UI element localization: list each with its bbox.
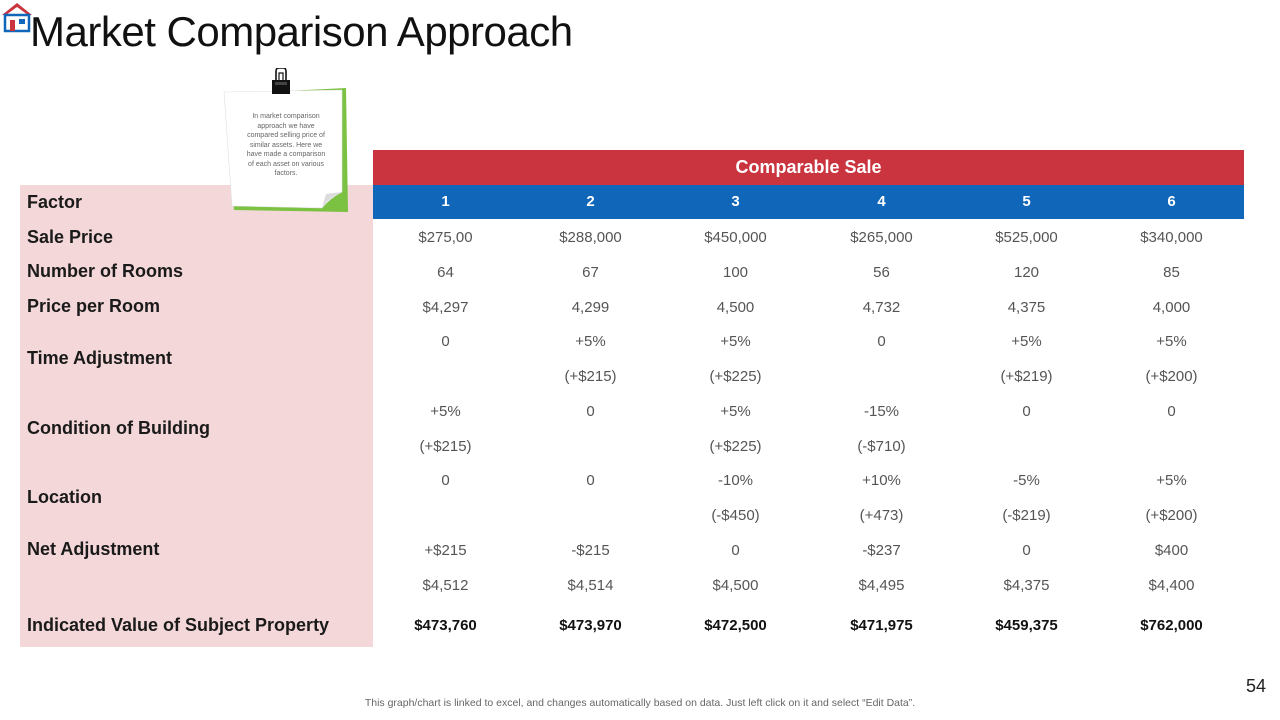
table-cell-indicated-1: $473,760 [414, 617, 477, 634]
table-cell-sale-price-4: $265,000 [850, 229, 913, 246]
table-cell-net-value-3: $4,500 [712, 577, 759, 594]
slide-title: Market Comparison Approach [30, 8, 573, 55]
table-cell-price-per-room-3: 4,500 [716, 299, 755, 316]
table-cell-price-per-room-5: 4,375 [1007, 299, 1046, 316]
table-cell-sale-price-6: $340,000 [1140, 229, 1203, 246]
house-logo-icon [2, 3, 32, 33]
comparable-sale-header: Comparable Sale [373, 150, 1244, 185]
table-cell-time-pct-4: 0 [877, 333, 886, 350]
table-cell-condition-pct-3: +5% [720, 403, 751, 420]
column-header-6: 6 [1167, 193, 1176, 210]
table-cell-time-amt-3: (+$225) [709, 368, 762, 385]
table-cell-net-value-2: $4,514 [567, 577, 614, 594]
row-label-time-adjustment: Time Adjustment [27, 348, 173, 368]
table-cell-time-pct-1: 0 [441, 333, 450, 350]
sticky-note-text: In market comparison approach we have co… [246, 113, 326, 177]
table-cell-condition-pct-5: 0 [1022, 403, 1031, 420]
table-cell-net-amt-2: -$215 [571, 542, 610, 559]
table-cell-price-per-room-1: $4,297 [422, 299, 469, 316]
row-label-indicated-value: Indicated Value of Subject Property [27, 615, 330, 635]
footer-note: This graph/chart is linked to excel, and… [364, 697, 916, 709]
column-number-header-bar [373, 185, 1244, 219]
table-cell-sale-price-2: $288,000 [559, 229, 622, 246]
table-cell-time-pct-6: +5% [1156, 333, 1187, 350]
table-cell-net-amt-3: 0 [731, 542, 740, 559]
table-cell-rooms-4: 56 [873, 264, 890, 281]
table-cell-rooms-3: 100 [722, 264, 749, 281]
table-cell-location-pct-4: +10% [862, 472, 901, 489]
table-cell-condition-amt-4: (-$710) [857, 438, 906, 455]
table-cell-time-amt-2: (+$215) [564, 368, 617, 385]
factor-column-background [20, 185, 373, 647]
table-cell-location-pct-5: -5% [1013, 472, 1040, 489]
table-cell-location-amt-5: (-$219) [1002, 507, 1051, 524]
table-cell-net-value-6: $4,400 [1148, 577, 1195, 594]
table-cell-location-amt-4: (+473) [859, 507, 904, 524]
row-label-number-of-rooms: Number of Rooms [27, 261, 184, 281]
table-cell-rooms-6: 85 [1163, 264, 1180, 281]
table-cell-indicated-3: $472,500 [704, 617, 767, 634]
table-cell-indicated-2: $473,970 [559, 617, 622, 634]
table-cell-condition-pct-6: 0 [1167, 403, 1176, 420]
table-cell-condition-pct-1: +5% [430, 403, 461, 420]
table-cell-time-amt-6: (+$200) [1145, 368, 1198, 385]
table-cell-time-pct-5: +5% [1011, 333, 1042, 350]
row-label-sale-price: Sale Price [27, 227, 114, 247]
row-label-condition-of-building: Condition of Building [27, 418, 210, 438]
table-cell-condition-pct-2: 0 [586, 403, 595, 420]
table-cell-condition-amt-3: (+$225) [709, 438, 762, 455]
table-cell-location-pct-6: +5% [1156, 472, 1187, 489]
table-cell-condition-pct-4: -15% [863, 403, 900, 420]
table-cell-location-pct-1: 0 [441, 472, 450, 489]
table-cell-rooms-1: 64 [437, 264, 454, 281]
binder-clip-icon [272, 68, 290, 94]
row-label-price-per-room: Price per Room [27, 296, 161, 316]
table-cell-condition-amt-1: (+$215) [419, 438, 472, 455]
column-header-1: 1 [441, 193, 450, 210]
column-header-3: 3 [731, 193, 740, 210]
table-cell-sale-price-1: $275,00 [418, 229, 473, 246]
table-cell-location-amt-3: (-$450) [711, 507, 760, 524]
factor-header: Factor [27, 192, 83, 212]
table-cell-price-per-room-6: 4,000 [1152, 299, 1191, 316]
table-cell-location-amt-6: (+$200) [1145, 507, 1198, 524]
table-cell-price-per-room-4: 4,732 [862, 299, 901, 316]
table-cell-time-amt-5: (+$219) [1000, 368, 1053, 385]
table-cell-indicated-5: $459,375 [995, 617, 1058, 634]
table-cell-time-pct-3: +5% [720, 333, 751, 350]
table-cell-indicated-4: $471,975 [850, 617, 913, 634]
table-cell-sale-price-5: $525,000 [995, 229, 1058, 246]
column-header-2: 2 [586, 193, 595, 210]
page-number: 54 [1246, 676, 1267, 696]
table-cell-location-pct-2: 0 [586, 472, 595, 489]
table-cell-net-amt-4: -$237 [862, 542, 901, 559]
column-header-5: 5 [1022, 193, 1031, 210]
row-label-location: Location [27, 487, 102, 507]
table-cell-sale-price-3: $450,000 [704, 229, 767, 246]
table-cell-price-per-room-2: 4,299 [571, 299, 610, 316]
table-cell-net-value-5: $4,375 [1003, 577, 1050, 594]
table-cell-net-amt-5: 0 [1022, 542, 1031, 559]
sticky-note [223, 88, 348, 212]
table-cell-net-amt-6: $400 [1154, 542, 1189, 559]
table-cell-indicated-6: $762,000 [1140, 617, 1203, 634]
column-header-4: 4 [877, 193, 886, 210]
table-cell-net-value-1: $4,512 [422, 577, 469, 594]
table-cell-rooms-5: 120 [1013, 264, 1040, 281]
table-cell-location-pct-3: -10% [717, 472, 754, 489]
row-label-net-adjustment: Net Adjustment [27, 539, 160, 559]
table-cell-time-pct-2: +5% [575, 333, 606, 350]
table-cell-rooms-2: 67 [582, 264, 599, 281]
table-cell-net-value-4: $4,495 [858, 577, 905, 594]
table-cell-net-amt-1: +$215 [424, 542, 467, 559]
